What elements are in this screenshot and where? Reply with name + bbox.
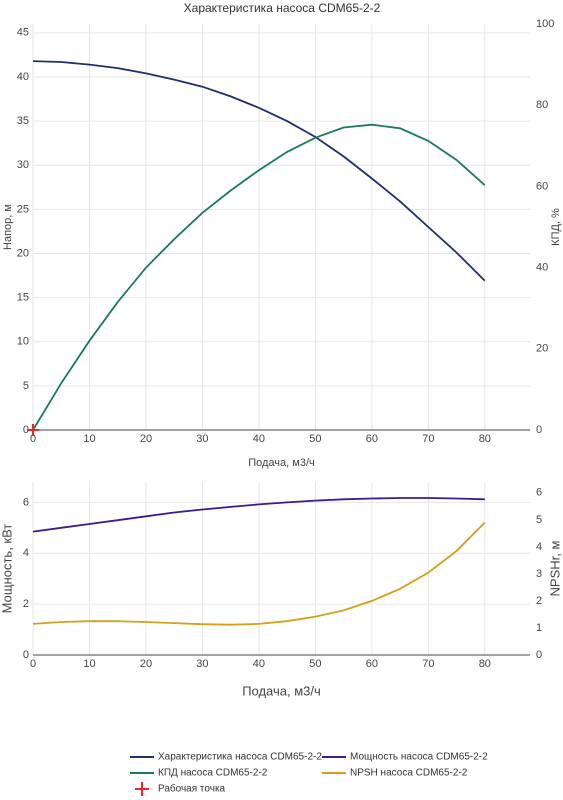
- y-tick-label: 20: [17, 247, 29, 259]
- y-tick-label: 15: [17, 292, 29, 304]
- y-tick-label: 4: [23, 547, 29, 559]
- y2-tick-label: 4: [536, 541, 542, 553]
- y2-axis-label: NPSHr, м: [547, 540, 562, 596]
- y2-tick-label: 0: [536, 649, 542, 661]
- y2-tick-label: 0: [536, 424, 542, 436]
- y-tick-label: 30: [17, 159, 29, 171]
- series-line: [32, 521, 486, 626]
- chart-title: Характеристика насоса CDM65-2-2: [184, 1, 381, 15]
- x-tick-label: 0: [30, 433, 36, 445]
- x-tick-label: 50: [309, 658, 321, 670]
- x-tick-label: 60: [366, 433, 378, 445]
- y-tick-label: 5: [23, 380, 29, 392]
- x-tick-label: 30: [196, 433, 208, 445]
- x-tick-label: 70: [422, 433, 434, 445]
- y-tick-label: 35: [17, 115, 29, 127]
- x-tick-label: 50: [309, 433, 321, 445]
- y2-tick-label: 100: [536, 18, 554, 30]
- legend-label: Рабочая точка: [158, 783, 226, 795]
- x-tick-label: 40: [253, 658, 265, 670]
- x-tick-label: 10: [83, 658, 95, 670]
- series-line: [32, 497, 485, 533]
- x-tick-label: 70: [422, 658, 434, 670]
- y2-tick-label: 80: [536, 99, 548, 111]
- series-line: [32, 123, 486, 431]
- y2-tick-label: 40: [536, 262, 548, 274]
- x-tick-label: 20: [140, 658, 152, 670]
- y2-axis-label: КПД, %: [550, 208, 562, 246]
- y-axis-label: Мощность, кВт: [0, 524, 14, 614]
- legend-label: NPSH насоса CDM65-2-2: [350, 768, 468, 779]
- y-tick-label: 45: [17, 27, 29, 39]
- y-tick-label: 0: [23, 649, 29, 661]
- y-axis-label: Напор, м: [2, 204, 14, 250]
- y2-tick-label: 5: [536, 514, 542, 526]
- legend-label: КПД насоса CDM65-2-2: [158, 768, 268, 779]
- y2-tick-label: 3: [536, 568, 542, 580]
- x-tick-label: 0: [30, 658, 36, 670]
- x-tick-label: 60: [366, 658, 378, 670]
- y2-tick-label: 6: [536, 487, 542, 499]
- work-point: [27, 424, 39, 436]
- x-axis-label: Подача, м3/ч: [248, 457, 315, 469]
- legend-label: Мощность насоса CDM65-2-2: [350, 752, 488, 763]
- y-tick-label: 10: [17, 336, 29, 348]
- x-tick-label: 80: [479, 658, 491, 670]
- x-tick-label: 20: [140, 433, 152, 445]
- x-axis-label: Подача, м3/ч: [242, 683, 321, 698]
- y2-tick-label: 1: [536, 622, 542, 634]
- x-tick-label: 80: [479, 433, 491, 445]
- y-tick-label: 0: [23, 424, 29, 436]
- x-tick-label: 30: [196, 658, 208, 670]
- y2-tick-label: 20: [536, 343, 548, 355]
- legend-swatch: [135, 782, 149, 796]
- y2-tick-label: 60: [536, 180, 548, 192]
- legend-label: Характеристика насоса CDM65-2-2: [158, 752, 322, 763]
- y-tick-label: 2: [23, 598, 29, 610]
- x-tick-label: 40: [253, 433, 265, 445]
- y2-tick-label: 2: [536, 595, 542, 607]
- series-line: [32, 60, 486, 282]
- y-tick-label: 25: [17, 203, 29, 215]
- y-tick-label: 6: [23, 496, 29, 508]
- x-tick-label: 10: [83, 433, 95, 445]
- y-tick-label: 40: [17, 71, 29, 83]
